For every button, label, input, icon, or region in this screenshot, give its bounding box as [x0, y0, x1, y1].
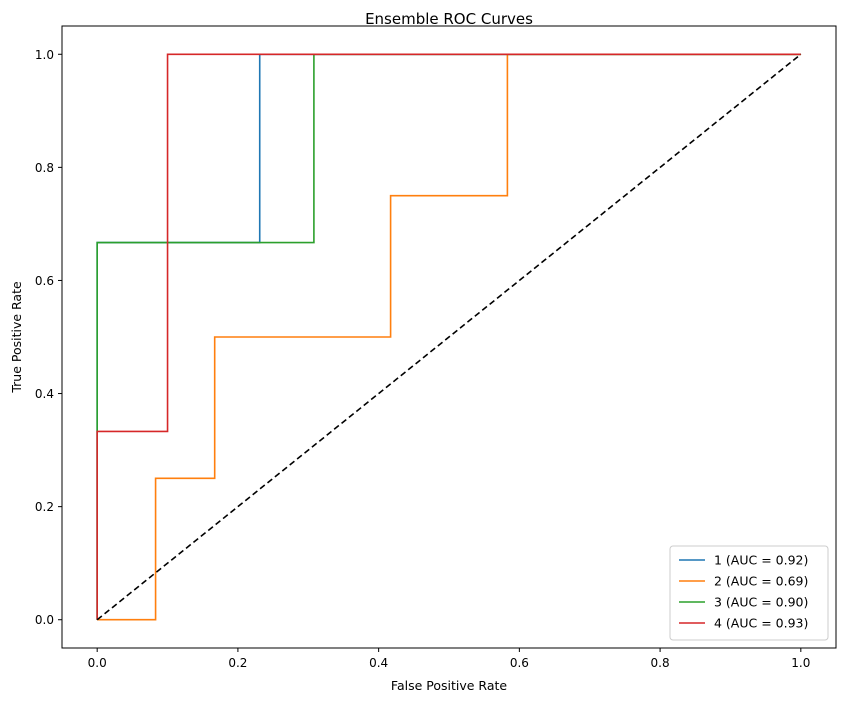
y-axis-label: True Positive Rate — [9, 281, 24, 394]
x-axis: 0.0 0.2 0.4 0.6 0.8 1.0 — [88, 648, 810, 670]
legend-label-2: 2 (AUC = 0.69) — [714, 574, 808, 589]
plot-area — [96, 53, 802, 621]
legend-box — [669, 545, 829, 641]
x-tick-label: 0.4 — [369, 656, 388, 670]
y-tick-label: 0.4 — [35, 387, 54, 401]
x-axis-label: False Positive Rate — [391, 678, 507, 693]
y-tick-label: 0.6 — [35, 274, 54, 288]
x-tick-label: 1.0 — [791, 656, 810, 670]
x-tick-label: 0.6 — [510, 656, 529, 670]
y-tick-label: 0.8 — [35, 161, 54, 175]
legend: 1 (AUC = 0.92) 2 (AUC = 0.69) 3 (AUC = 0.9… — [669, 545, 829, 641]
y-axis: 0.0 0.2 0.4 0.6 0.8 1.0 — [35, 48, 62, 627]
plot-frame — [61, 25, 837, 649]
legend-label-1: 1 (AUC = 0.92) — [714, 553, 808, 568]
series-line-2 — [97, 53, 801, 621]
y-tick-label: 0.0 — [35, 613, 54, 627]
chance-reference-line — [96, 53, 802, 621]
x-tick-label: 0.2 — [228, 656, 247, 670]
y-tick-label: 0.2 — [35, 500, 54, 514]
series-line-4 — [96, 53, 801, 620]
legend-label-3: 3 (AUC = 0.90) — [714, 595, 808, 610]
legend-label-4: 4 (AUC = 0.93) — [714, 616, 808, 631]
chart-title: Ensemble ROC Curves — [365, 10, 533, 28]
x-tick-label: 0.0 — [88, 656, 107, 670]
y-tick-label: 1.0 — [35, 48, 54, 62]
x-tick-label: 0.8 — [651, 656, 670, 670]
